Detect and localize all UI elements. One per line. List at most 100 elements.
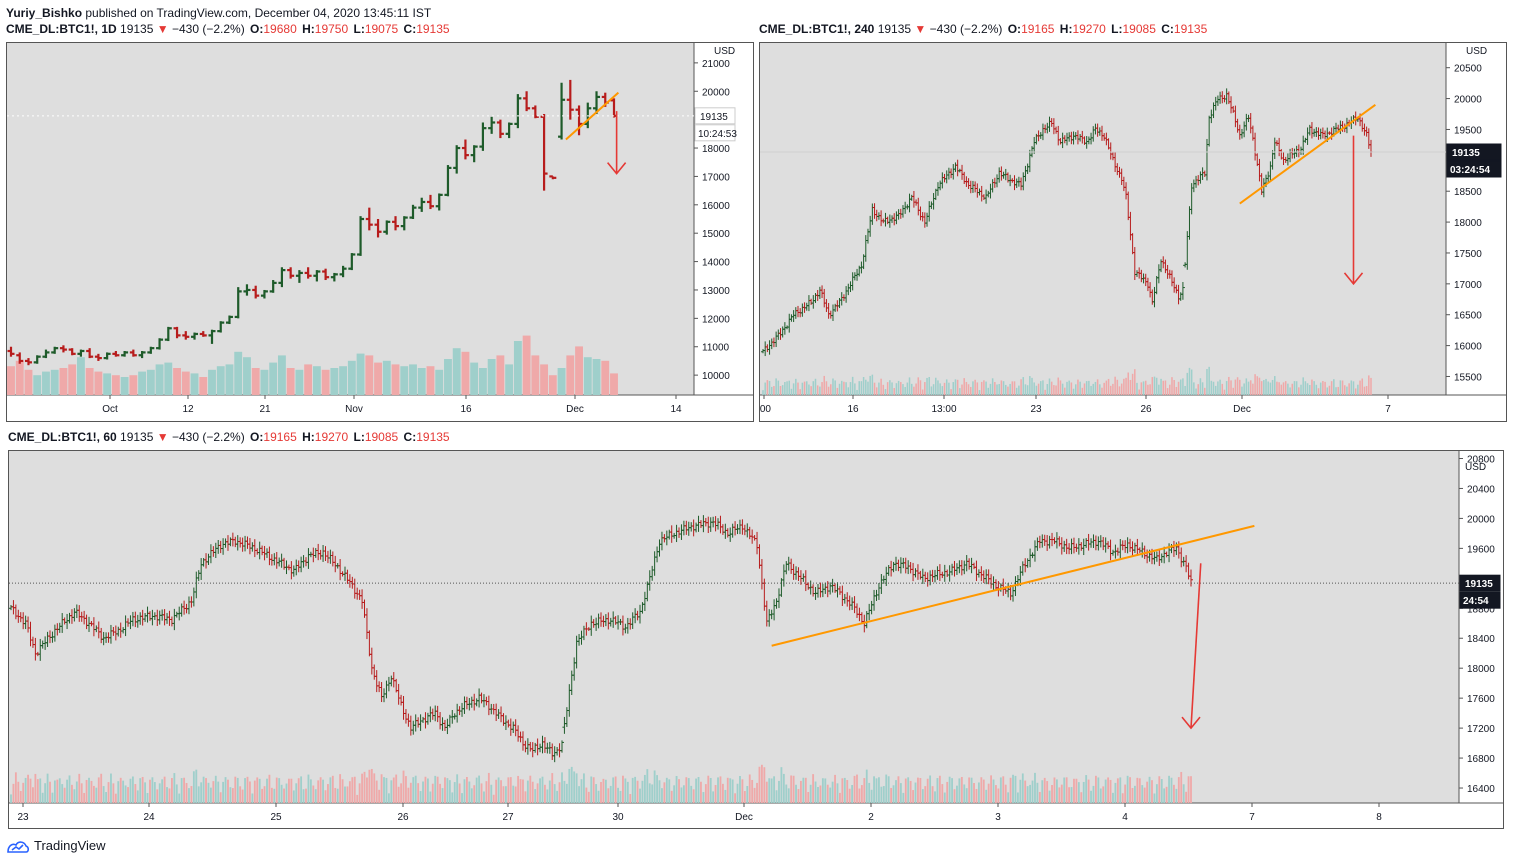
price-axis [1459,451,1503,803]
volume-bar [129,375,138,395]
volume-bar [56,779,59,803]
volume-bar [156,789,159,803]
volume-bar [263,786,266,803]
volume-bar [275,777,278,803]
volume-bar [832,378,834,395]
y-tick-label: 20500 [1454,64,1482,75]
volume-bar [838,383,841,395]
y-tick-label: 10000 [702,371,730,382]
volume-bar [985,789,988,803]
ohlc-bar [7,346,15,357]
volume-bar [1236,377,1239,395]
volume-bar [134,784,137,803]
volume-bar [1055,779,1058,803]
volume-bar [778,780,780,803]
currency-label: USD [1465,462,1486,473]
ohlc-bar [322,268,330,281]
volume-bar [1165,786,1168,803]
volume-bar [996,384,998,395]
legend-change: −430 (−2.2%) [171,430,245,444]
ohlc-bar [304,267,312,279]
volume-bar [817,787,819,803]
volume-bar [873,776,875,803]
ohlc-bar [365,207,373,231]
volume-bar [619,790,622,803]
legend-high: 19750 [314,22,349,36]
volume-bar [27,774,29,803]
volume-bar [840,380,843,395]
volume-bar [1004,784,1007,803]
volume-bar [1039,381,1042,395]
ohlc-bar [374,219,382,238]
volume-bar [100,773,103,803]
volume-bar [129,778,132,803]
volume-bar [285,783,288,803]
ohlc-bar [392,216,400,231]
volume-bar [978,390,981,395]
volume-bar [812,381,815,395]
volume-bar [1370,377,1372,395]
volume-bar [912,790,914,803]
ohlc-bar [260,289,268,299]
volume-bar [36,779,39,803]
y-tick-label: 21000 [702,59,730,70]
volume-bar [183,777,186,803]
volume-bar [1096,379,1099,395]
volume-bar [461,351,470,395]
volume-bar [1043,777,1046,803]
volume-bar [1013,381,1016,395]
countdown-label: 10:24:53 [698,129,737,140]
chart-panel-h1[interactable]: 1640016800172001760018000184001880019200… [8,450,1504,829]
ohlc-bar [129,349,137,357]
volume-bar [34,773,37,803]
volume-bar [1112,383,1114,395]
volume-bar [429,791,432,803]
volume-bar [709,777,712,803]
volume-bar [685,777,688,803]
volume-bar [887,776,890,803]
volume-bar [1293,381,1296,395]
y-tick-label: 17000 [1454,280,1482,291]
volume-bar [312,366,321,395]
volume-bar [831,781,834,803]
ohlc-bar [540,113,548,191]
volume-bar [707,775,710,803]
volume-bar [804,777,807,803]
volume-bar [292,790,295,803]
volume-bar [400,783,402,803]
volume-bar [614,776,617,803]
volume-bar [641,780,644,803]
volume-bar [953,789,956,803]
volume-bar [307,774,310,803]
volume-bar [678,779,680,803]
volume-bar [387,793,390,803]
chart-panel-h4[interactable]: 1550016000165001700017500180001850019000… [759,42,1507,422]
volume-bar [816,385,819,395]
volume-bar [566,355,575,395]
volume-bar [865,379,867,395]
ohlc-bar [453,145,461,174]
author-name: Yuriy_Bishko [6,6,83,20]
volume-bar [766,380,769,395]
chart-panel-daily[interactable]: 10000 11000 12000 13000 14000 15000 16000 17000… [6,42,754,422]
volume-bar [575,346,583,395]
ohlc-bar [121,351,129,357]
volume-bar [1168,775,1170,803]
volume-bar [1160,378,1162,395]
price-axis [694,43,753,395]
volume-bar [1088,380,1090,395]
volume-bar [339,366,348,395]
volume-bar [702,792,705,803]
volume-bar [1000,380,1003,395]
volume-bar [251,793,254,803]
volume-bar [836,387,839,395]
volume-bar [992,779,995,803]
ohlc-bar [103,352,111,360]
volume-bar [17,781,20,803]
x-tick-label: 27 [502,812,514,823]
volume-bar [277,355,286,395]
y-tick-label: 16000 [1454,342,1482,353]
volume-bar [170,778,173,803]
x-tick-label: 4 [1122,812,1128,823]
tradingview-logo[interactable]: TradingView [6,838,106,854]
